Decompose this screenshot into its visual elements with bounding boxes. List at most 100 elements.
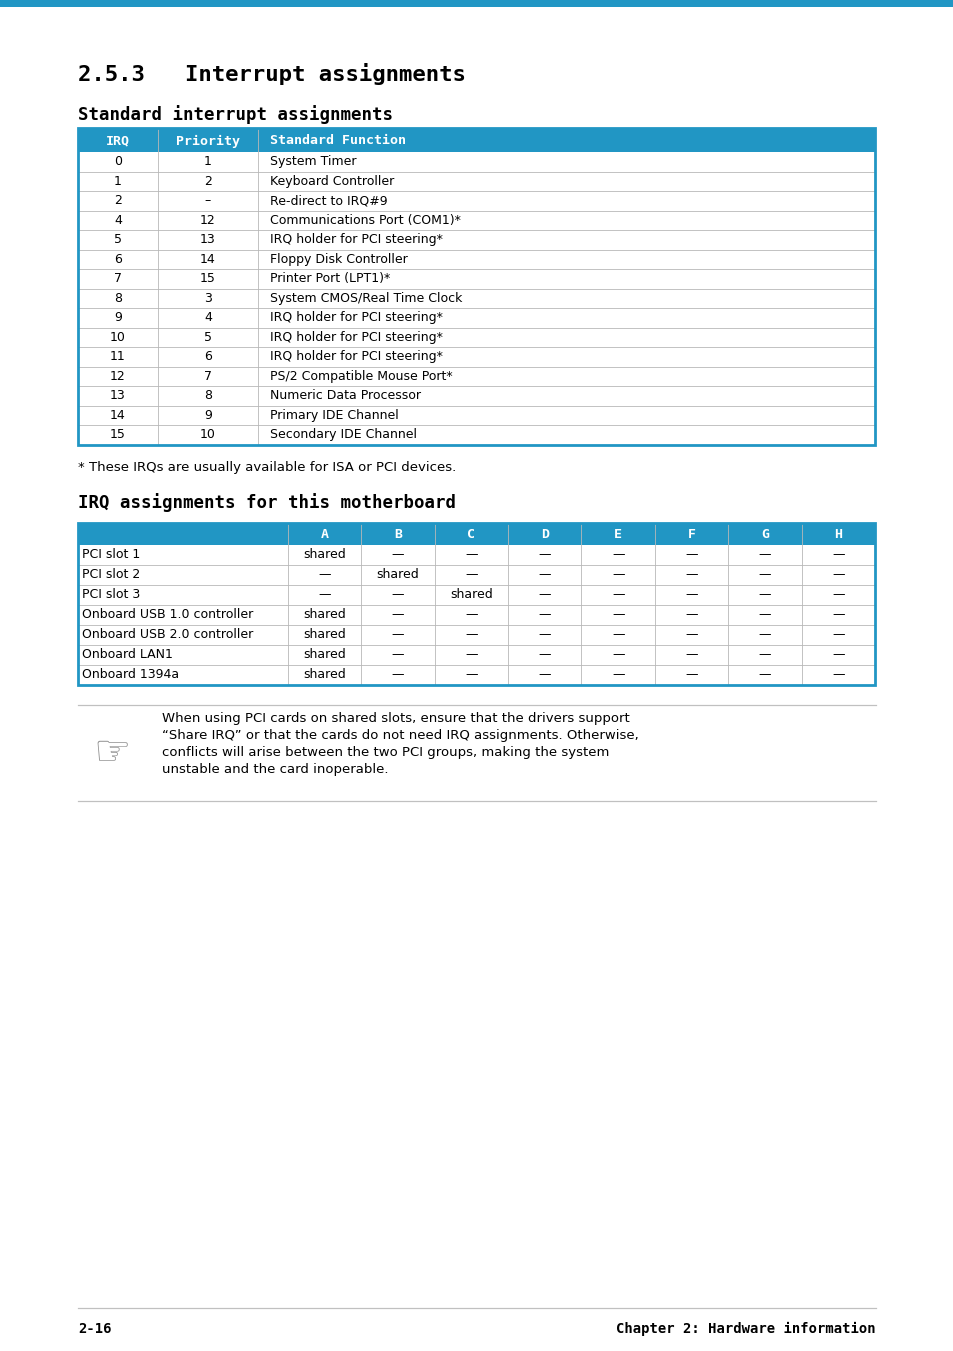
Text: Printer Port (LPT1)*: Printer Port (LPT1)* — [270, 273, 390, 285]
Text: F: F — [687, 528, 695, 540]
Text: 13: 13 — [200, 234, 215, 246]
Text: Onboard USB 2.0 controller: Onboard USB 2.0 controller — [82, 628, 253, 640]
Text: 4: 4 — [114, 213, 122, 227]
Text: —: — — [611, 608, 624, 621]
Text: —: — — [392, 549, 404, 561]
Text: Standard Function: Standard Function — [270, 135, 406, 147]
Text: —: — — [392, 648, 404, 661]
Text: —: — — [538, 588, 551, 601]
Text: Chapter 2: Hardware information: Chapter 2: Hardware information — [616, 1321, 875, 1336]
Text: —: — — [684, 628, 697, 640]
Text: System CMOS/Real Time Clock: System CMOS/Real Time Clock — [270, 292, 462, 305]
Bar — [78, 269, 874, 289]
Bar — [78, 426, 874, 444]
Text: —: — — [392, 628, 404, 640]
Text: 0: 0 — [113, 155, 122, 169]
Text: D: D — [540, 528, 548, 540]
Text: 2-16: 2-16 — [78, 1323, 112, 1336]
Text: —: — — [831, 567, 843, 581]
Bar — [78, 190, 874, 211]
Text: Communications Port (COM1)*: Communications Port (COM1)* — [270, 213, 460, 227]
Text: —: — — [758, 608, 770, 621]
Text: —: — — [758, 588, 770, 601]
Bar — [78, 585, 874, 604]
Bar — [78, 327, 874, 347]
Bar — [78, 665, 874, 685]
Text: —: — — [465, 667, 477, 681]
Text: 13: 13 — [110, 389, 126, 403]
Bar — [78, 153, 874, 172]
Bar — [78, 347, 874, 366]
Text: 12: 12 — [110, 370, 126, 382]
Text: 3: 3 — [204, 292, 212, 305]
Text: —: — — [758, 667, 770, 681]
Text: Re-direct to IRQ#9: Re-direct to IRQ#9 — [270, 195, 387, 207]
Bar — [78, 604, 874, 624]
Text: unstable and the card inoperable.: unstable and the card inoperable. — [162, 763, 388, 775]
Text: 5: 5 — [204, 331, 212, 343]
Text: —: — — [684, 549, 697, 561]
Text: —: — — [611, 648, 624, 661]
Text: —: — — [611, 628, 624, 640]
Text: shared: shared — [376, 567, 419, 581]
Text: —: — — [758, 648, 770, 661]
Bar — [78, 289, 874, 308]
Text: 6: 6 — [114, 253, 122, 266]
Bar — [78, 366, 874, 386]
Text: “Share IRQ” or that the cards do not need IRQ assignments. Otherwise,: “Share IRQ” or that the cards do not nee… — [162, 730, 639, 742]
Text: PCI slot 3: PCI slot 3 — [82, 588, 140, 601]
Text: 2.5.3   Interrupt assignments: 2.5.3 Interrupt assignments — [78, 63, 465, 85]
Text: Secondary IDE Channel: Secondary IDE Channel — [270, 428, 416, 442]
Text: —: — — [758, 628, 770, 640]
Text: 2: 2 — [114, 195, 122, 207]
Bar — [78, 405, 874, 426]
Text: shared: shared — [450, 588, 493, 601]
Text: —: — — [538, 549, 551, 561]
Text: 8: 8 — [113, 292, 122, 305]
Text: 8: 8 — [204, 389, 212, 403]
Text: G: G — [760, 528, 768, 540]
Text: 10: 10 — [110, 331, 126, 343]
Text: —: — — [684, 608, 697, 621]
Text: —: — — [831, 667, 843, 681]
Text: Keyboard Controller: Keyboard Controller — [270, 174, 394, 188]
Text: shared: shared — [303, 667, 346, 681]
Text: Priority: Priority — [175, 135, 240, 147]
Text: Standard interrupt assignments: Standard interrupt assignments — [78, 105, 393, 124]
Text: Floppy Disk Controller: Floppy Disk Controller — [270, 253, 407, 266]
Text: PCI slot 1: PCI slot 1 — [82, 549, 140, 561]
Text: —: — — [831, 549, 843, 561]
Text: IRQ holder for PCI steering*: IRQ holder for PCI steering* — [270, 234, 442, 246]
Text: —: — — [611, 567, 624, 581]
Text: —: — — [465, 608, 477, 621]
Text: —: — — [538, 628, 551, 640]
Text: PS/2 Compatible Mouse Port*: PS/2 Compatible Mouse Port* — [270, 370, 452, 382]
Text: —: — — [538, 667, 551, 681]
Text: —: — — [611, 667, 624, 681]
Text: —: — — [831, 628, 843, 640]
Text: —: — — [684, 648, 697, 661]
Bar — [78, 308, 874, 327]
Text: —: — — [318, 567, 331, 581]
Text: 15: 15 — [200, 273, 215, 285]
Text: —: — — [465, 567, 477, 581]
Text: 7: 7 — [204, 370, 212, 382]
Text: —: — — [684, 567, 697, 581]
Text: 4: 4 — [204, 311, 212, 324]
Text: —: — — [611, 549, 624, 561]
Bar — [78, 128, 874, 153]
Text: 9: 9 — [114, 311, 122, 324]
Text: —: — — [538, 567, 551, 581]
Text: –: – — [205, 195, 211, 207]
Text: —: — — [831, 608, 843, 621]
Text: C: C — [467, 528, 475, 540]
Text: 1: 1 — [114, 174, 122, 188]
Text: 7: 7 — [113, 273, 122, 285]
Text: shared: shared — [303, 608, 346, 621]
Text: Primary IDE Channel: Primary IDE Channel — [270, 409, 398, 422]
Text: 6: 6 — [204, 350, 212, 363]
Bar — [78, 523, 874, 544]
Text: —: — — [611, 588, 624, 601]
Text: IRQ holder for PCI steering*: IRQ holder for PCI steering* — [270, 311, 442, 324]
Text: —: — — [465, 648, 477, 661]
